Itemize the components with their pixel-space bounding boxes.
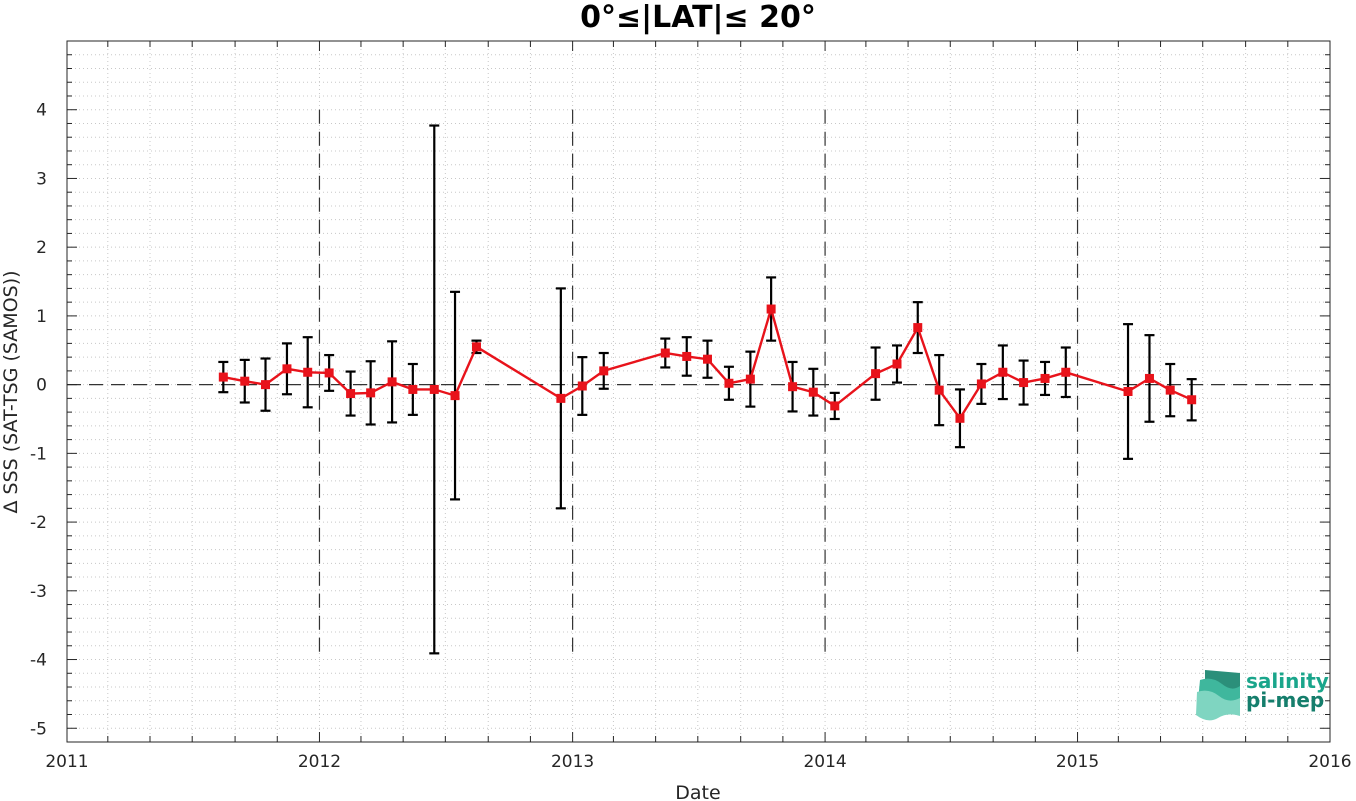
ticks xyxy=(66,40,1331,743)
data-point-marker xyxy=(934,385,944,395)
data-point-marker xyxy=(788,382,798,392)
data-point-marker xyxy=(913,323,923,333)
y-tick-label: 4 xyxy=(36,101,47,121)
data-point-marker xyxy=(808,387,818,397)
data-point-marker xyxy=(682,351,692,361)
data-point-marker xyxy=(218,372,228,382)
data-point-marker xyxy=(556,393,566,403)
y-tick-label: -2 xyxy=(30,513,47,533)
data-point-marker xyxy=(1187,395,1197,405)
data-point-marker xyxy=(998,367,1008,377)
plot-background xyxy=(67,41,1330,742)
x-tick-label: 2013 xyxy=(551,752,594,772)
y-tick-label: -4 xyxy=(30,651,47,671)
data-point-marker xyxy=(702,354,712,364)
data-point-marker xyxy=(724,378,734,388)
y-tick-label: -3 xyxy=(30,582,47,602)
y-tick-label: 1 xyxy=(36,307,47,327)
data-point-marker xyxy=(955,413,965,423)
y-tick-label: 0 xyxy=(36,376,47,396)
tick-labels: 2011 2012 2013 2014 2015 2016 -5 -4 -3 -2 -1 0 1 2 3 4 xyxy=(30,101,1352,772)
data-point-marker xyxy=(599,366,609,376)
x-tick-label: 2012 xyxy=(298,752,341,772)
chart-title: 0°≤|LAT|≤ 20° xyxy=(580,0,816,35)
y-tick-label: 3 xyxy=(36,169,47,189)
data-point-marker xyxy=(408,384,418,394)
data-point-marker xyxy=(830,401,840,411)
data-point-marker xyxy=(871,369,881,379)
data-point-marker xyxy=(471,342,481,352)
salinity-pi-mep-logo: salinity pi-mep xyxy=(1196,669,1329,721)
data-point-marker xyxy=(346,389,356,399)
logo-text-salinity: salinity xyxy=(1246,669,1329,693)
data-point-marker xyxy=(577,381,587,391)
y-axis-label: Δ SSS (SAT-TSG (SAMOS)) xyxy=(0,270,22,513)
data-point-marker xyxy=(303,367,313,377)
data-point-marker xyxy=(1165,385,1175,395)
data-point-marker xyxy=(282,364,292,374)
y-tick-label: -1 xyxy=(30,444,47,464)
y-tick-label: -5 xyxy=(30,719,47,739)
data-point-marker xyxy=(892,359,902,369)
x-tick-label: 2014 xyxy=(803,752,846,772)
data-point-marker xyxy=(976,379,986,389)
data-point-marker xyxy=(387,377,397,387)
data-point-marker xyxy=(450,391,460,401)
layered-waves-icon xyxy=(1196,670,1240,721)
logo-text-pi-mep: pi-mep xyxy=(1246,688,1324,712)
data-point-marker xyxy=(745,374,755,384)
series-markers xyxy=(218,304,1197,423)
data-point-marker xyxy=(240,376,250,386)
data-point-marker xyxy=(429,384,439,394)
data-point-marker xyxy=(1061,367,1071,377)
data-point-marker xyxy=(261,380,271,390)
x-tick-label: 2016 xyxy=(1308,752,1351,772)
data-point-marker xyxy=(1040,373,1050,383)
data-point-marker xyxy=(766,304,776,314)
data-point-marker xyxy=(660,348,670,358)
data-point-marker xyxy=(366,388,376,398)
reference-lines xyxy=(67,109,1330,660)
data-point-marker xyxy=(1123,387,1133,396)
data-point-marker xyxy=(324,368,334,378)
y-tick-label: 2 xyxy=(36,238,47,258)
axes-box xyxy=(66,40,1331,743)
x-tick-label: 2011 xyxy=(45,752,88,772)
x-axis-label: Date xyxy=(675,782,720,801)
data-point-marker xyxy=(1144,373,1154,383)
x-tick-label: 2015 xyxy=(1056,752,1099,772)
data-point-marker xyxy=(1019,378,1029,388)
